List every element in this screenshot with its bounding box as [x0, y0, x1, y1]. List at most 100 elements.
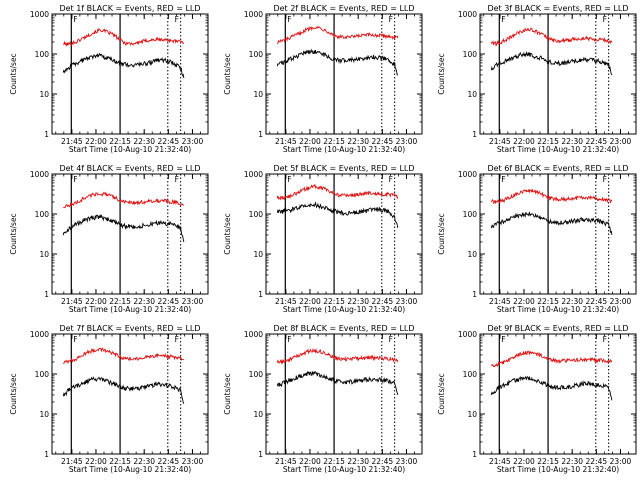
marker-label: F [287, 175, 291, 184]
x-axis-label: Start Time (10-Aug-10 21:32:40) [69, 465, 191, 474]
x-tick-label: 22:30 [561, 137, 583, 146]
x-tick-label: 22:30 [347, 137, 369, 146]
x-tick-label: 22:45 [586, 457, 608, 466]
x-tick-label: 22:45 [372, 457, 394, 466]
y-tick-label: 1 [472, 450, 477, 459]
y-tick-label: 10 [39, 90, 49, 99]
marker-label: F [73, 15, 77, 24]
y-tick-label: 100 [35, 210, 50, 219]
x-tick-label: 22:30 [133, 137, 155, 146]
panels: Det 1f BLACK = Events, RED = LLD Counts/s… [9, 4, 637, 474]
y-tick-label: 100 [463, 50, 478, 59]
x-tick-label: 21:45 [61, 137, 83, 146]
chart-title: Det 6f BLACK = Events, RED = LLD [487, 164, 628, 173]
y-tick-label: 100 [249, 210, 264, 219]
plot-frame [51, 333, 209, 455]
x-axis-label: Start Time (10-Aug-10 21:32:40) [283, 305, 405, 314]
x-tick-label: 22:45 [158, 297, 180, 306]
y-axis-label: Counts/sec [437, 213, 446, 254]
marker-label: F [287, 15, 291, 24]
y-tick-label: 1 [44, 450, 49, 459]
x-tick-label: 22:15 [109, 297, 131, 306]
series-events-line [276, 371, 399, 396]
y-tick-label: 1000 [458, 170, 477, 179]
chart-title: Det 2f BLACK = Events, RED = LLD [273, 4, 414, 13]
x-tick-label: 23:00 [182, 457, 204, 466]
x-tick-label: 22:45 [586, 297, 608, 306]
chart-title: Det 9f BLACK = Events, RED = LLD [487, 324, 628, 333]
x-tick-label: 22:00 [299, 297, 321, 306]
series-events-line [276, 201, 399, 228]
marker-label: F [603, 15, 607, 24]
x-tick-label: 22:45 [586, 137, 608, 146]
x-tick-label: 23:00 [396, 137, 418, 146]
y-tick-label: 10 [253, 90, 263, 99]
x-tick-label: 22:00 [513, 137, 535, 146]
y-axis-label: Counts/sec [437, 373, 446, 414]
x-tick-label: 22:30 [347, 457, 369, 466]
x-tick-label: 21:45 [489, 457, 511, 466]
y-axis-label: Counts/sec [437, 53, 446, 94]
x-tick-label: 22:30 [133, 457, 155, 466]
x-tick-label: 22:00 [513, 457, 535, 466]
y-tick-label: 1 [258, 290, 263, 299]
marker-label: F [389, 335, 393, 344]
y-tick-label: 100 [35, 50, 50, 59]
plot-frame [479, 333, 637, 455]
x-tick-label: 21:45 [61, 297, 83, 306]
x-tick-label: 22:45 [158, 457, 180, 466]
series-events-line [276, 48, 398, 76]
x-axis-label: Start Time (10-Aug-10 21:32:40) [283, 145, 405, 154]
chart-panel-6: Det 6f BLACK = Events, RED = LLD Counts/s… [437, 164, 637, 314]
x-axis-label: Start Time (10-Aug-10 21:32:40) [283, 465, 405, 474]
x-tick-label: 22:15 [323, 297, 345, 306]
y-tick-label: 10 [253, 250, 263, 259]
y-axis-label: Counts/sec [9, 53, 18, 94]
y-tick-label: 1 [472, 130, 477, 139]
x-tick-label: 23:00 [396, 297, 418, 306]
chart-title: Det 1f BLACK = Events, RED = LLD [59, 4, 200, 13]
x-tick-label: 22:00 [513, 297, 535, 306]
plot-frame [265, 173, 423, 295]
x-tick-label: 22:00 [85, 457, 107, 466]
marker-label: F [287, 335, 291, 344]
chart-panel-8: Det 8f BLACK = Events, RED = LLD Counts/s… [223, 324, 423, 474]
series-lld-line [276, 25, 399, 45]
x-tick-label: 22:45 [372, 137, 394, 146]
plot-frame [51, 173, 209, 295]
x-tick-label: 22:15 [537, 457, 559, 466]
series-events-line [490, 375, 613, 401]
series-lld-line [63, 191, 185, 209]
chart-panel-2: Det 2f BLACK = Events, RED = LLD Counts/s… [223, 4, 423, 154]
y-tick-label: 1000 [244, 330, 263, 339]
x-tick-label: 22:15 [323, 457, 345, 466]
marker-label: F [175, 335, 179, 344]
marker-label: F [603, 335, 607, 344]
chart-title: Det 8f BLACK = Events, RED = LLD [273, 324, 414, 333]
series-lld-line [490, 189, 613, 205]
x-tick-label: 22:15 [109, 137, 131, 146]
marker-label: F [175, 175, 179, 184]
plot-frame [265, 333, 423, 455]
chart-title: Det 4f BLACK = Events, RED = LLD [59, 164, 200, 173]
x-tick-label: 22:00 [85, 297, 107, 306]
marker-label: F [501, 15, 505, 24]
x-tick-label: 21:45 [275, 297, 297, 306]
y-tick-label: 100 [249, 50, 264, 59]
series-lld-line [62, 28, 185, 48]
marker-label: F [73, 175, 77, 184]
y-tick-label: 1000 [244, 10, 263, 19]
marker-label: F [175, 15, 179, 24]
marker-label: F [501, 335, 505, 344]
x-tick-label: 22:30 [133, 297, 155, 306]
chart-panel-9: Det 9f BLACK = Events, RED = LLD Counts/s… [437, 324, 637, 474]
x-tick-label: 22:15 [537, 297, 559, 306]
series-lld-line [276, 347, 399, 365]
x-tick-label: 21:45 [489, 137, 511, 146]
x-tick-label: 23:00 [610, 137, 632, 146]
x-tick-label: 22:45 [372, 297, 394, 306]
x-tick-label: 22:00 [85, 137, 107, 146]
y-tick-label: 10 [467, 90, 477, 99]
y-tick-label: 10 [39, 410, 49, 419]
